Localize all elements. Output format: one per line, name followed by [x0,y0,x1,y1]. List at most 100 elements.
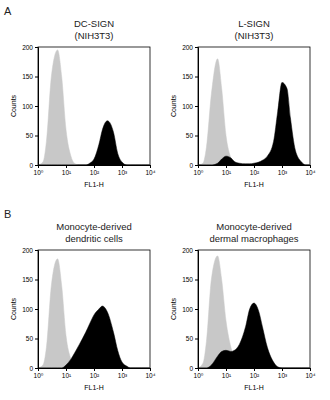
tick-label: 50 [26,335,34,342]
tick: 10² [250,165,260,176]
plot-area [198,59,310,165]
tick-mark [35,165,38,166]
tick-label: 10³ [118,372,128,379]
tick: 100 [22,103,38,110]
tick: 10³ [278,368,288,379]
subtitle: (NIH3T3) [74,30,113,41]
tick: 10¹ [222,368,232,379]
axis-line [195,251,199,369]
x-axis: 10⁰10¹10²10³10⁴ [34,165,156,176]
y-axis-title: Counts [170,94,177,117]
tick: 10³ [118,368,128,379]
histogram [38,259,150,368]
tick-mark [195,368,198,369]
tick-label: 10² [250,372,260,379]
tick-label: 10⁴ [305,169,315,176]
tick-mark [150,368,151,371]
tick-label: 0 [189,162,193,169]
y-axis-title: Counts [10,297,17,320]
tick-label: 10² [90,372,100,379]
tick-mark [195,47,198,48]
plot-frame [198,47,310,165]
tick-label: 50 [26,132,34,139]
tick-mark [195,309,198,310]
tick-label: 0 [29,365,33,372]
title: DC-SIGN [74,18,114,29]
y-axis: 0 50 100 150 200 [182,247,198,372]
tick: 200 [182,44,198,51]
tick-label: 10⁰ [34,372,44,379]
tick-label: 50 [186,132,194,139]
x-axis-title: FL1-H [244,181,263,188]
y-axis: 050100150200 [22,247,38,372]
plot-area [198,256,310,368]
panel-label: A [4,5,12,17]
panel: 10⁰10¹10²10³10⁴050100150200FL1-HCountsL-… [170,18,316,188]
tick-mark [254,368,255,371]
tick: 150 [182,73,198,80]
tick: 10⁰ [34,165,44,176]
plot-frame [198,250,310,368]
tick: 100 [182,103,198,110]
tick: 10⁴ [145,368,155,379]
histogram [198,256,310,368]
tick-label: 150 [182,73,193,80]
tick: 10⁰ [194,165,204,176]
tick: 10⁴ [305,165,315,176]
tick-label: 10³ [118,169,128,176]
tick-mark [35,106,38,107]
tick: 10⁰ [34,368,44,379]
tick-mark [122,165,123,168]
subtitle: dermal macrophages [209,233,298,244]
tick: 10¹ [62,368,72,379]
tick-mark [195,165,198,166]
tick-label: 0 [29,162,33,169]
tick: 10² [90,368,100,379]
tick: 50 [26,132,38,139]
y-axis: 050100150200 [22,44,38,169]
x-axis: 10⁰ 10¹ 10² 10³ 10⁴ [194,368,316,379]
y-axis-title: Counts [10,94,17,117]
tick-mark [35,309,38,310]
tick: 0 [189,365,198,372]
tick-label: 100 [22,306,33,313]
tick-mark [35,136,38,137]
tick-mark [226,165,227,168]
tick-label: 10⁴ [305,372,315,379]
tick-label: 10² [90,169,100,176]
y-axis-title: Counts [170,297,177,320]
tick-mark [195,250,198,251]
tick: 10⁰ [194,368,204,379]
tick-mark [35,77,38,78]
panel-label: B [4,208,11,220]
axis-line [195,48,199,166]
panel: 10⁰10¹10²10³10⁴050100150200FL1-HCountsMo… [170,221,316,391]
plot-area [38,259,150,368]
tick: 200 [182,247,198,254]
tick: 10⁴ [305,368,315,379]
tick-label: 10² [250,169,260,176]
tick: 100 [22,306,38,313]
tick-mark [150,165,151,168]
tick: 0 [189,162,198,169]
tick-label: 200 [182,44,193,51]
tick-mark [282,368,283,371]
tick: 50 [186,132,198,139]
tick-mark [35,280,38,281]
tick-label: 50 [186,335,194,342]
tick-label: 200 [22,247,33,254]
tick: 150 [182,276,198,283]
tick-mark [66,165,67,168]
tick: 10¹ [222,165,232,176]
x-axis: 10⁰ 10¹ 10² 10³ 10⁴ [194,165,316,176]
tick-label: 10⁴ [145,169,155,176]
tick-label: 10³ [278,372,288,379]
histogram [38,306,150,368]
x-axis-title: FL1-H [244,384,263,391]
tick-label: 100 [182,306,193,313]
tick-mark [195,77,198,78]
tick-mark [195,106,198,107]
tick: 10³ [278,165,288,176]
histogram [198,59,310,165]
histogram [38,121,150,165]
